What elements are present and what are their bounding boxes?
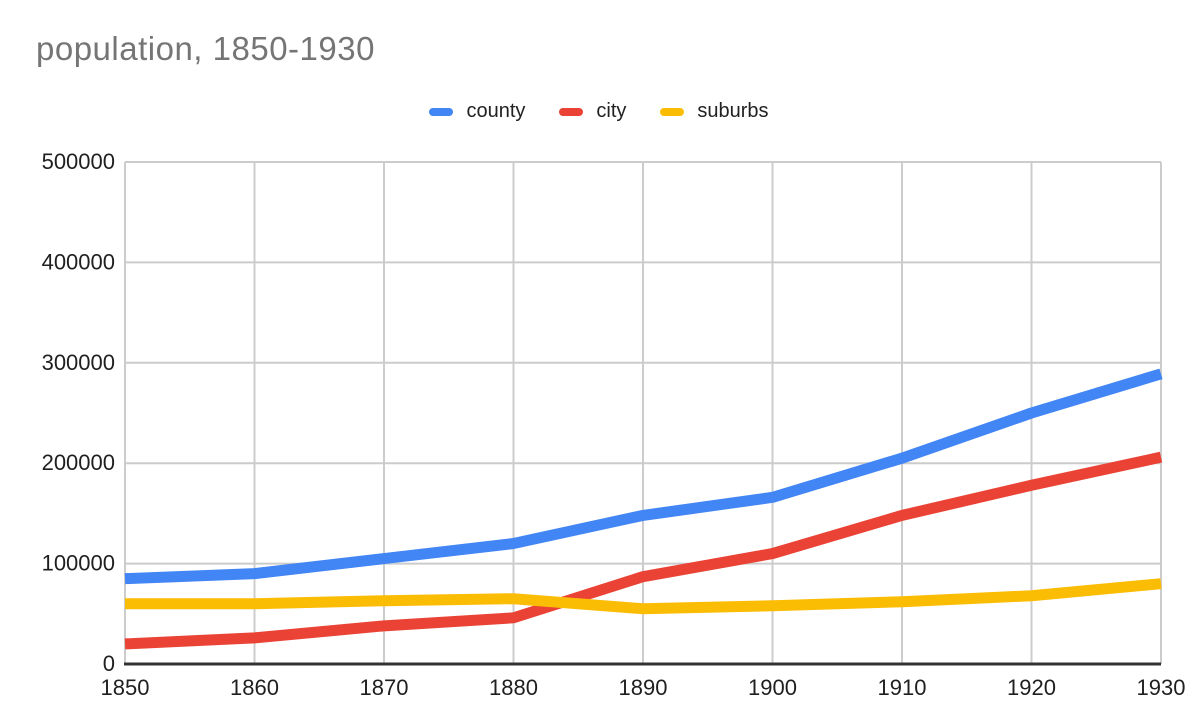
x-tick-label: 1870 bbox=[360, 675, 409, 700]
series-line-city bbox=[124, 451, 1163, 650]
legend-label: city bbox=[596, 100, 627, 122]
x-tick-label: 1920 bbox=[1007, 675, 1056, 700]
y-tick-label: 100000 bbox=[42, 551, 115, 576]
x-tick-label: 1930 bbox=[1137, 675, 1186, 700]
legend-label: county bbox=[466, 100, 526, 122]
x-tick-label: 1880 bbox=[489, 675, 538, 700]
y-tick-label: 500000 bbox=[42, 149, 115, 174]
legend-swatch-county bbox=[429, 107, 454, 116]
x-tick-label: 1900 bbox=[748, 675, 797, 700]
series-line-suburbs bbox=[125, 578, 1162, 615]
legend-item-county: county bbox=[429, 100, 525, 123]
y-tick-label: 300000 bbox=[42, 350, 115, 375]
x-tick-label: 1890 bbox=[619, 675, 668, 700]
x-tick-label: 1910 bbox=[878, 675, 927, 700]
legend: county city suburbs bbox=[0, 100, 1198, 123]
legend-swatch-city bbox=[559, 107, 584, 116]
legend-swatch-suburbs bbox=[660, 107, 685, 116]
y-tick-label: 0 bbox=[103, 651, 115, 676]
chart-title: population, 1850-1930 bbox=[36, 30, 375, 67]
x-tick-label: 1850 bbox=[101, 675, 150, 700]
legend-label: suburbs bbox=[697, 100, 769, 122]
x-tick-label: 1860 bbox=[230, 675, 279, 700]
legend-item-suburbs: suburbs bbox=[660, 100, 769, 123]
series-line-county bbox=[124, 368, 1163, 585]
legend-item-city: city bbox=[559, 100, 626, 123]
y-tick-label: 200000 bbox=[42, 450, 115, 475]
y-tick-label: 400000 bbox=[42, 249, 115, 274]
